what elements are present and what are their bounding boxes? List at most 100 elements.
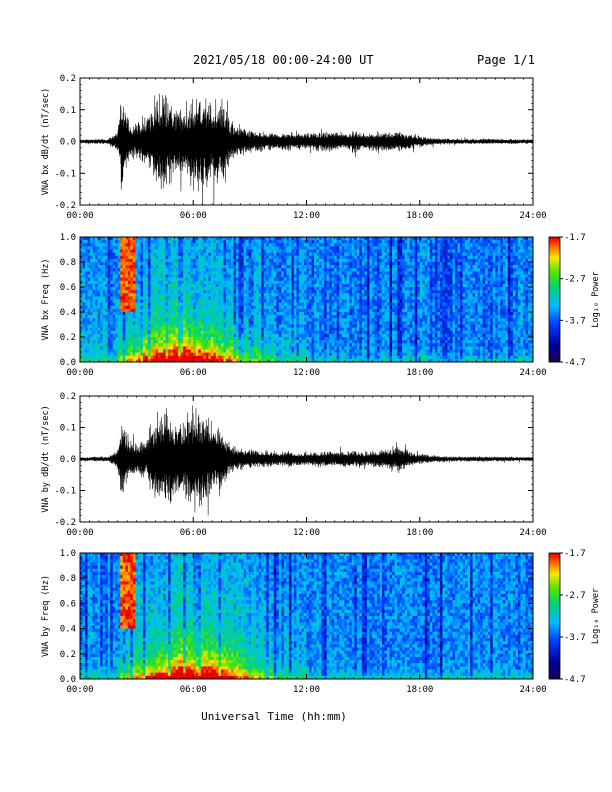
heatmap-cell [225,271,229,275]
heatmap-cell [477,315,481,319]
heatmap-cell [417,237,421,241]
heatmap-cell [303,255,307,260]
heatmap-cell [225,258,229,263]
heatmap-cell [437,246,441,250]
heatmap-cell [366,268,370,272]
heatmap-cell [115,290,119,294]
heatmap-cell [522,258,526,263]
heatmap-cell [200,265,204,269]
heatmap-cell [454,283,458,288]
heatmap-cell [439,274,443,278]
heatmap-cell [268,293,272,297]
heatmap-cell [480,283,483,288]
heatmap-cell [344,268,348,272]
heatmap-cell [457,287,461,291]
heatmap-cell [376,305,380,310]
heatmap-cell [145,268,149,272]
heatmap-cell [336,237,340,241]
heatmap-cell [449,237,453,241]
heatmap-cell [298,296,302,300]
heatmap-cell [155,274,159,278]
heatmap-cell [228,293,232,297]
heatmap-cell [178,312,181,316]
heatmap-cell [200,299,204,303]
heatmap-cell [512,283,516,288]
heatmap-cell [306,258,310,263]
heatmap-cell [82,255,86,260]
heatmap-cell [200,315,204,319]
heatmap-cell [298,277,302,282]
heatmap-cell [158,283,161,288]
heatmap-cell [306,318,310,322]
heatmap-cell [366,262,370,266]
heatmap-cell [452,255,456,260]
heatmap-cell [140,283,144,288]
heatmap-cell [439,308,443,313]
heatmap-cell [142,249,146,253]
heatmap-cell [256,265,259,269]
heatmap-cell [402,258,405,263]
heatmap-cell [427,274,431,278]
heatmap-cell [150,318,154,322]
heatmap-cell [238,249,242,253]
heatmap-cell [407,296,410,300]
heatmap-cell [444,308,448,313]
heatmap-cell [447,243,451,247]
heatmap-cell [178,293,181,297]
heatmap-cell [85,287,88,291]
heatmap-cell [351,240,355,244]
heatmap-cell [251,274,254,278]
heatmap-cell [409,249,413,253]
heatmap-cell [291,299,295,303]
heatmap-cell [90,255,93,260]
heatmap-cell [324,271,327,275]
heatmap-cell [102,308,106,313]
heatmap-cell [339,274,343,278]
heatmap-cell [366,308,370,313]
heatmap-cell [321,318,325,322]
heatmap-cell [439,287,443,291]
heatmap-cell [344,274,348,278]
heatmap-cell [147,271,151,275]
heatmap-cell [296,302,300,307]
heatmap-cell [87,283,91,288]
heatmap-cell [122,299,126,303]
heatmap-cell [485,299,488,303]
heatmap-cell [238,255,242,260]
heatmap-cell [344,277,348,282]
heatmap-cell [271,271,275,275]
heatmap-cell [482,305,486,310]
heatmap-cell [515,302,519,307]
heatmap-cell [85,268,88,272]
heatmap-cell [500,296,504,300]
heatmap-cell [276,283,280,288]
heatmap-cell [371,299,375,303]
heatmap-cell [293,299,297,303]
heatmap-cell [127,243,131,247]
heatmap-cell [482,302,486,307]
heatmap-cell [344,290,348,294]
heatmap-cell [190,240,194,244]
heatmap-cell [95,302,98,307]
heatmap-cell [311,271,315,275]
heatmap-cell [452,287,456,291]
heatmap-cell [180,268,184,272]
heatmap-cell [193,262,197,266]
heatmap-cell [346,271,350,275]
heatmap-cell [251,287,254,291]
heatmap-cell [346,302,350,307]
heatmap-cell [85,312,88,316]
heatmap-cell [361,283,365,288]
heatmap-cell [437,262,441,266]
heatmap-cell [188,262,192,266]
heatmap-cell [236,271,239,275]
heatmap-cell [354,274,358,278]
y-axis-label: VNA bx dB/dt (nT/sec) [41,88,51,195]
heatmap-cell [447,262,451,266]
heatmap-cell [530,305,534,310]
heatmap-cell [203,262,207,266]
heatmap-cell [293,243,297,247]
heatmap-cell [276,237,280,241]
heatmap-cell [454,262,458,266]
heatmap-cell [497,305,501,310]
